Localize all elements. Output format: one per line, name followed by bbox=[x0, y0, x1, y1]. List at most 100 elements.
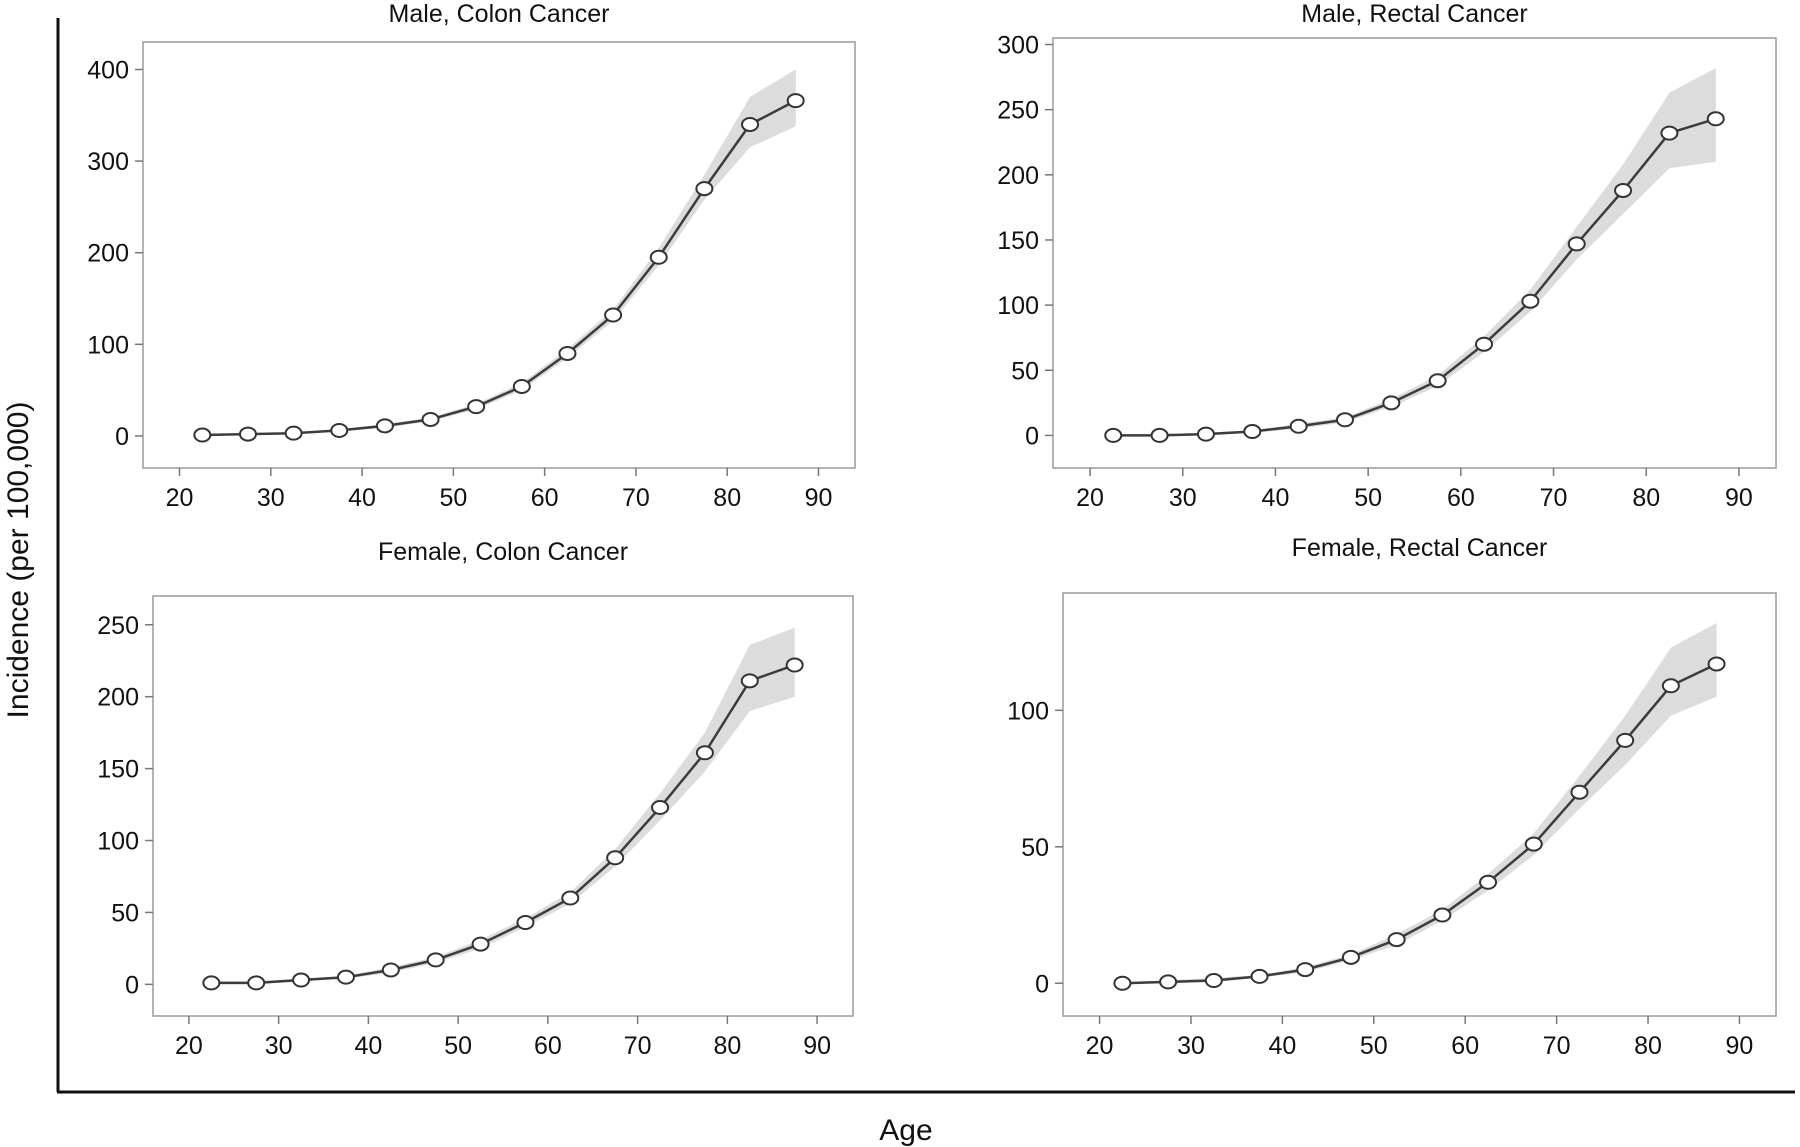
data-point bbox=[247, 975, 266, 991]
data-point bbox=[1475, 336, 1494, 352]
data-point bbox=[467, 399, 486, 415]
data-point bbox=[238, 426, 257, 442]
plot-frame bbox=[142, 41, 856, 469]
data-point bbox=[785, 657, 804, 673]
data-point bbox=[561, 890, 580, 906]
data-point bbox=[1707, 656, 1726, 672]
data-point bbox=[741, 116, 760, 132]
data-point bbox=[695, 181, 714, 197]
data-point bbox=[1616, 732, 1635, 748]
y-tick-label: 200 bbox=[997, 162, 1039, 190]
y-tick-label: 300 bbox=[997, 32, 1039, 60]
x-tick-label: 90 bbox=[805, 484, 833, 512]
y-tick-label: 250 bbox=[97, 612, 139, 640]
x-tick-label: 40 bbox=[1268, 1032, 1296, 1060]
panel-title: Female, Rectal Cancer bbox=[1292, 534, 1548, 562]
chart-panel-4: Female, Rectal Cancer 0 50 100 20 30 40 50 60 70 8… bbox=[1007, 534, 1777, 1060]
plot-frame bbox=[152, 595, 854, 1017]
data-point bbox=[1196, 426, 1215, 442]
x-tick-label: 30 bbox=[1177, 1032, 1205, 1060]
panel-title: Female, Colon Cancer bbox=[378, 538, 628, 566]
data-point bbox=[1341, 949, 1360, 965]
confidence-band bbox=[202, 69, 796, 436]
data-point bbox=[381, 962, 400, 978]
data-point bbox=[284, 425, 303, 441]
y-tick-label: 0 bbox=[1035, 970, 1049, 998]
data-point bbox=[649, 249, 668, 265]
confidence-band bbox=[1113, 68, 1716, 436]
y-tick-label: 100 bbox=[997, 292, 1039, 320]
data-point bbox=[1524, 836, 1543, 852]
y-tick-label: 100 bbox=[1007, 697, 1049, 725]
y-tick-label: 200 bbox=[87, 240, 129, 268]
data-point bbox=[292, 972, 311, 988]
data-point bbox=[193, 427, 212, 443]
data-point bbox=[1382, 395, 1401, 411]
x-tick-label: 90 bbox=[803, 1032, 831, 1060]
data-point bbox=[202, 975, 221, 991]
x-tick-label: 40 bbox=[348, 484, 376, 512]
data-point bbox=[1335, 412, 1354, 428]
y-tick-label: 50 bbox=[111, 899, 139, 927]
data-point bbox=[1570, 784, 1589, 800]
x-tick-label: 80 bbox=[713, 484, 741, 512]
y-tick-label: 400 bbox=[87, 56, 129, 84]
x-tick-label: 70 bbox=[624, 1032, 652, 1060]
panel-title: Male, Colon Cancer bbox=[389, 0, 610, 28]
x-tick-label: 70 bbox=[622, 484, 650, 512]
data-point bbox=[1243, 424, 1262, 440]
data-point bbox=[1289, 418, 1308, 434]
data-point bbox=[1614, 182, 1633, 198]
confidence-band bbox=[211, 627, 795, 985]
series-line bbox=[1122, 662, 1718, 985]
data-point bbox=[651, 799, 670, 815]
data-point bbox=[426, 952, 445, 968]
y-tick-label: 150 bbox=[997, 227, 1039, 255]
plot-frame bbox=[1062, 592, 1777, 1017]
data-point bbox=[1150, 427, 1169, 443]
data-point bbox=[375, 418, 394, 434]
data-point bbox=[516, 915, 535, 931]
x-tick-label: 20 bbox=[175, 1032, 203, 1060]
x-tick-label: 60 bbox=[1451, 1032, 1479, 1060]
data-point bbox=[1387, 932, 1406, 948]
x-tick-label: 30 bbox=[257, 484, 285, 512]
data-point bbox=[421, 411, 440, 427]
data-point bbox=[1204, 973, 1223, 989]
data-point bbox=[740, 673, 759, 689]
y-tick-label: 200 bbox=[97, 684, 139, 712]
data-point bbox=[336, 969, 355, 985]
data-point bbox=[1296, 962, 1315, 978]
data-point bbox=[471, 936, 490, 952]
data-point bbox=[604, 307, 623, 323]
x-tick-label: 70 bbox=[1543, 1032, 1571, 1060]
x-tick-label: 40 bbox=[1262, 484, 1290, 512]
data-point bbox=[512, 378, 531, 394]
data-point bbox=[1567, 236, 1586, 252]
y-tick-label: 0 bbox=[1025, 422, 1039, 450]
data-point bbox=[1479, 874, 1498, 890]
y-tick-label: 250 bbox=[997, 97, 1039, 125]
data-point bbox=[1521, 293, 1540, 309]
x-tick-label: 90 bbox=[1725, 484, 1753, 512]
x-tick-label: 80 bbox=[1632, 484, 1660, 512]
x-tick-label: 60 bbox=[531, 484, 559, 512]
y-tick-label: 100 bbox=[97, 828, 139, 856]
data-point bbox=[1250, 968, 1269, 984]
y-tick-label: 50 bbox=[1011, 357, 1039, 385]
data-point bbox=[786, 93, 805, 109]
x-tick-label: 20 bbox=[166, 484, 194, 512]
y-tick-label: 300 bbox=[87, 148, 129, 176]
x-tick-label: 30 bbox=[265, 1032, 293, 1060]
figure-y-axis-label: Incidence (per 100,000) bbox=[2, 402, 35, 719]
data-point bbox=[558, 345, 577, 361]
data-point bbox=[1104, 427, 1123, 443]
series-line bbox=[202, 99, 797, 437]
x-tick-label: 80 bbox=[1634, 1032, 1662, 1060]
panel-title: Male, Rectal Cancer bbox=[1301, 0, 1527, 28]
data-point bbox=[330, 422, 349, 438]
x-tick-label: 20 bbox=[1086, 1032, 1114, 1060]
x-tick-label: 60 bbox=[1447, 484, 1475, 512]
